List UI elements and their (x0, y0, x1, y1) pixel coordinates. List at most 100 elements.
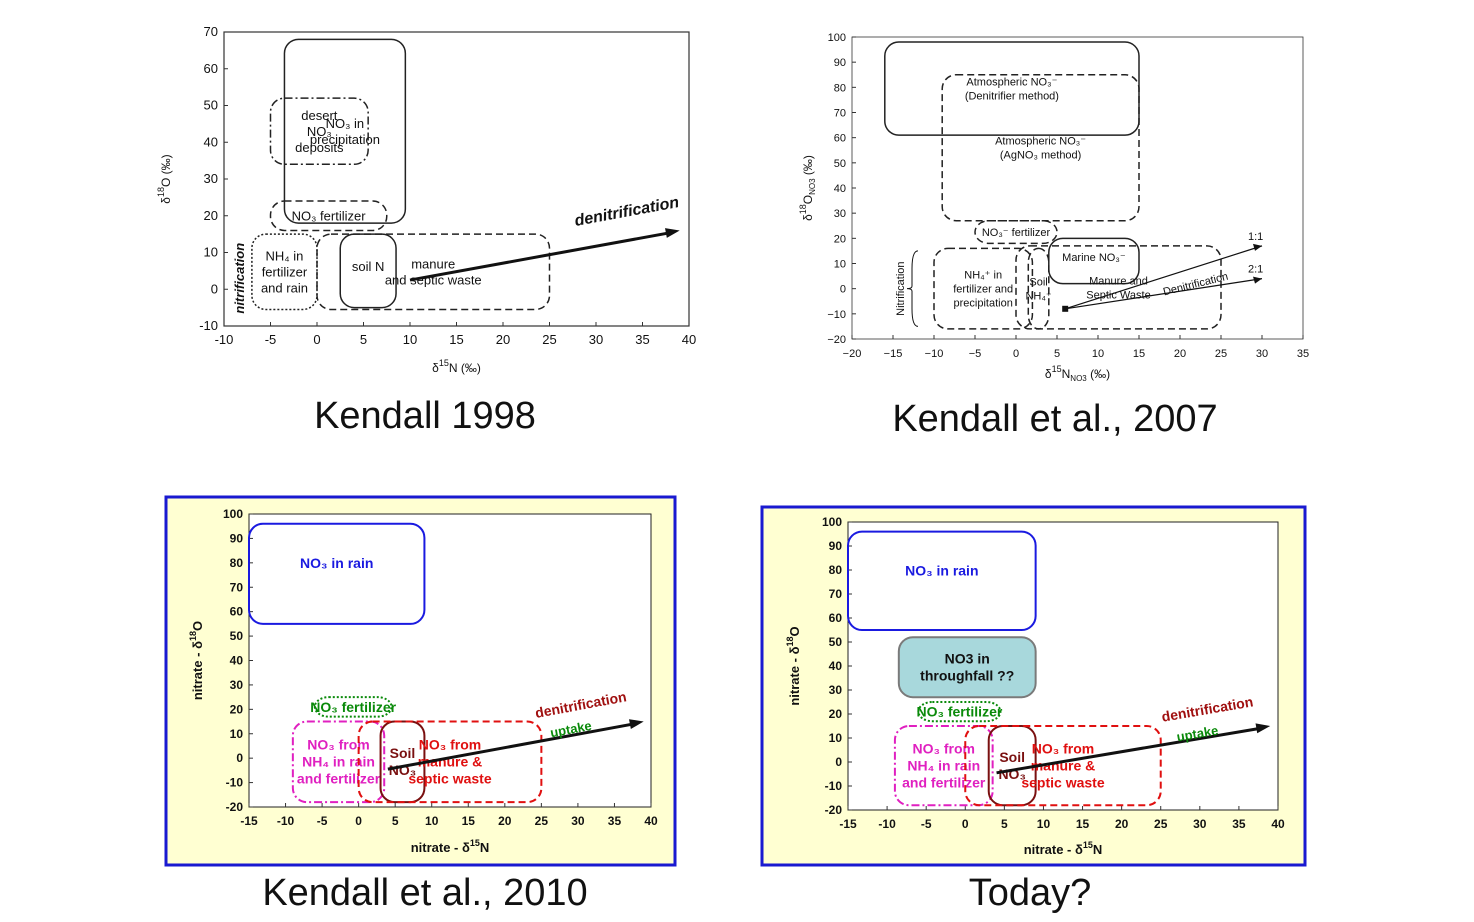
x-tick-label: -5 (317, 814, 328, 828)
region-label: (AgNO₃ method) (1000, 150, 1082, 162)
y-tick-label: 0 (236, 751, 243, 765)
y-tick-label: -10 (199, 318, 218, 333)
x-tick-label: -10 (215, 332, 234, 347)
region-box-1 (897, 636, 1037, 699)
x-tick-label: −5 (969, 348, 982, 360)
y-tick-label: 70 (834, 108, 846, 120)
y-tick-label: 30 (204, 171, 218, 186)
y-tick-label: -10 (825, 779, 843, 793)
x-tick-label: 0 (355, 814, 362, 828)
region-label: (Denitrifier method) (965, 90, 1059, 102)
x-tick-label: 0 (1013, 348, 1019, 360)
y-tick-label: 100 (828, 32, 846, 44)
y-tick-label: 50 (829, 635, 843, 649)
region-label: septic waste (408, 771, 491, 787)
region-label: soil N (352, 259, 385, 274)
x-axis-label-main: nitrate - δ (1024, 842, 1083, 857)
region-label: Atmospheric NO₃⁻ (995, 136, 1086, 148)
trend-arrowhead (1255, 723, 1271, 734)
y-tick-label: 30 (230, 678, 244, 692)
region-label: manure (411, 256, 455, 271)
x-tick-label: 20 (498, 814, 512, 828)
y-tick-label: 80 (230, 556, 244, 570)
region-label: precipitation (954, 298, 1013, 310)
trend-arrow (387, 722, 636, 771)
region-label: NO₃ from (307, 737, 369, 753)
y-axis-label: δ18ONO3 (‰) (798, 155, 817, 221)
y-tick-label: 90 (834, 57, 846, 69)
region-label: manure & (1031, 758, 1096, 774)
caption-kendall-1998: Kendall 1998 (314, 395, 536, 437)
region-label: NO₃ from (913, 741, 975, 757)
x-tick-label: 0 (313, 332, 320, 347)
region-label: Soil (390, 745, 416, 761)
x-tick-label: 15 (462, 814, 476, 828)
y-tick-label: 0 (835, 755, 842, 769)
x-tick-label: 0 (962, 817, 969, 831)
x-axis-label: nitrate - δ15N (1024, 840, 1103, 857)
trend-arrowhead (629, 719, 644, 730)
plot-area (223, 31, 690, 327)
y-axis-label-main: δ (159, 197, 173, 204)
x-axis-label-main: nitrate - δ (411, 840, 470, 855)
region-box-4 (357, 720, 543, 804)
region-label: Atmospheric NO₃⁻ (966, 76, 1057, 88)
y-axis-label-rest: O (190, 621, 205, 631)
chart-panel-3: -15 -10 -5 0 5 10 15 20 25 30 35 40 -20 -10 0 10 20 30 40 5… (760, 505, 1307, 867)
region-label: Soil (999, 749, 1025, 765)
x-tick-label: 35 (1232, 817, 1246, 831)
region-label: Manure and (1089, 275, 1148, 287)
region-label: throughfall ?? (920, 668, 1014, 684)
y-axis-label-sup: 18 (188, 631, 198, 641)
x-tick-label: 5 (392, 814, 399, 828)
y-tick-label: 70 (204, 24, 218, 39)
x-tick-label: 30 (1256, 348, 1268, 360)
y-tick-label: −20 (827, 334, 846, 346)
trend-arrowhead (665, 228, 680, 238)
x-tick-label: 30 (571, 814, 585, 828)
x-axis-label: δ15N (‰) (432, 358, 481, 375)
y-tick-label: 20 (829, 707, 843, 721)
y-tick-label: 10 (230, 727, 244, 741)
y-axis-label-main: nitrate - δ (190, 641, 205, 700)
y-tick-label: -20 (226, 800, 244, 814)
y-axis-label-rest: O (787, 626, 802, 636)
x-axis-label-sup: 15 (1052, 364, 1062, 374)
x-tick-label: 40 (644, 814, 658, 828)
x-axis-label-rest: N (1062, 367, 1071, 381)
x-tick-label: 40 (682, 332, 696, 347)
x-tick-label: -10 (878, 817, 896, 831)
x-axis-label-sub: NO3 (1070, 374, 1087, 383)
x-tick-label: −10 (925, 348, 944, 360)
y-tick-label: 60 (829, 611, 843, 625)
x-axis-label-sup: 15 (470, 838, 480, 848)
x-tick-label: 15 (1133, 348, 1145, 360)
x-axis-label-unit: (‰) (1087, 367, 1110, 381)
y-tick-label: 30 (834, 208, 846, 220)
x-tick-label: 25 (1154, 817, 1168, 831)
start-point (1062, 305, 1069, 312)
x-tick-label: 25 (542, 332, 556, 347)
chart-panel-1: −20 −15 −10 −5 0 5 10 15 20 25 30 35 −20 −10 0 10 20 30 40… (798, 32, 1309, 383)
x-axis-label-main: δ (1045, 367, 1052, 381)
y-tick-label: 50 (204, 98, 218, 113)
region-label: NH₄ in rain (907, 758, 980, 774)
region-label: NO₃⁻ fertilizer (982, 227, 1051, 239)
y-tick-label: 80 (829, 563, 843, 577)
y-tick-label: 20 (834, 233, 846, 245)
region-label: fertilizer and (953, 284, 1013, 296)
y-axis-label-rest: O (801, 195, 815, 204)
y-tick-label: 10 (834, 259, 846, 271)
y-tick-label: 40 (204, 134, 218, 149)
y-tick-label: -10 (226, 776, 244, 790)
region-box-1 (269, 97, 369, 166)
y-tick-label: 70 (230, 580, 244, 594)
x-tick-label: 10 (1037, 817, 1051, 831)
region-label: deposits (295, 140, 344, 155)
x-tick-label: -5 (265, 332, 277, 347)
side-brace (906, 250, 919, 327)
x-tick-label: 5 (1001, 817, 1008, 831)
y-tick-label: 0 (211, 281, 218, 296)
region-box-0 (847, 530, 1037, 631)
